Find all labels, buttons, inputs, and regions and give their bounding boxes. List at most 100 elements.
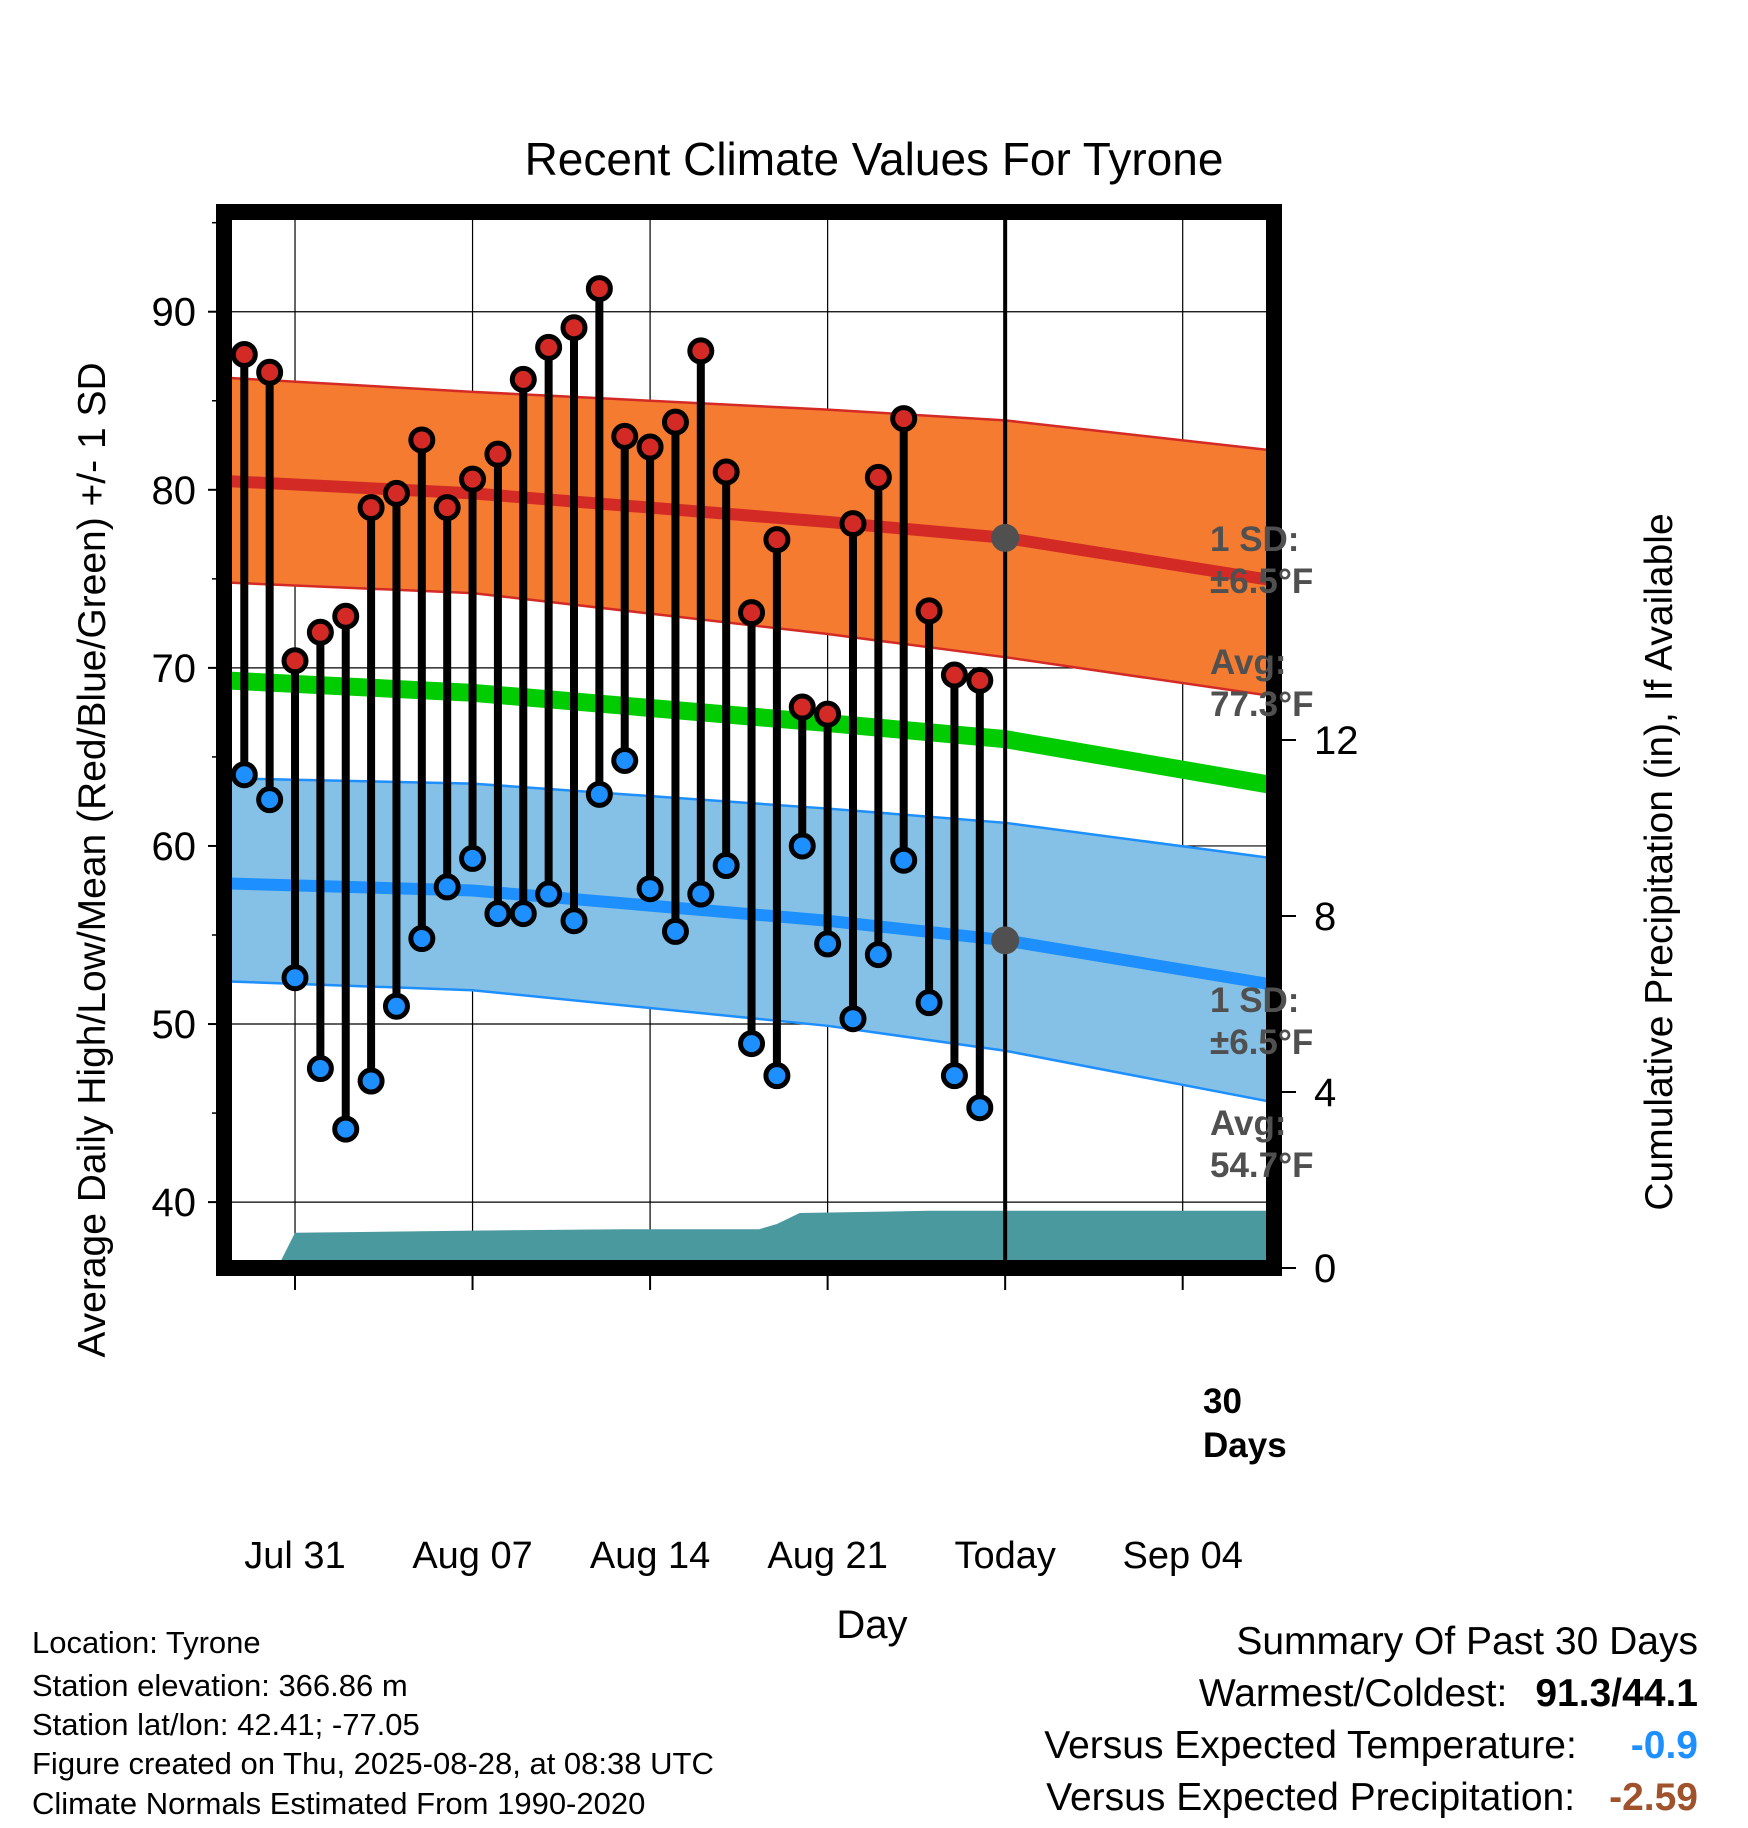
low-band-lower-edge: [230, 980, 1270, 1103]
daily-low-point: [256, 786, 284, 814]
high-band-upper-edge: [230, 376, 1270, 452]
annotations: 1 SD: ±6.5°F Avg: 77.3°F 1 SD: ±6.5°F Av…: [1203, 520, 1314, 1465]
daily-high-point: [940, 661, 968, 689]
daily-low-point: [509, 900, 537, 928]
daily-high-point: [256, 358, 284, 386]
y2-tick-label: 12: [1314, 719, 1359, 763]
summary-warmest-value: 91.3/44.1: [1535, 1672, 1698, 1715]
daily-high-point: [661, 408, 689, 436]
summary-precip: Versus Expected Precipitation: -2.59: [1046, 1776, 1698, 1820]
daily-low-point: [357, 1067, 385, 1095]
daily-low-point: [433, 873, 461, 901]
x-tick-label: Aug 21: [767, 1535, 887, 1577]
y-axis-label: Average Daily High/Low/Mean (Red/Blue/Gr…: [71, 362, 114, 1357]
y-tick-label: 40: [152, 1181, 197, 1225]
today-avg-low-marker: [991, 926, 1020, 955]
daily-low-point: [230, 761, 258, 789]
plot-area: 40 50 60 70 80 90 0 4 8 12 Jul 31 Aug 07 Aug 14 Aug 2…: [152, 204, 1359, 1577]
info-elevation: Station elevation: 366.86 m: [32, 1668, 408, 1703]
daily-low-point: [382, 992, 410, 1020]
x-axis-label: Day: [836, 1603, 907, 1647]
daily-high-point: [509, 365, 537, 393]
low-avg-label: Avg:: [1210, 1104, 1286, 1143]
high-avg-value: 77.3°F: [1210, 685, 1314, 724]
daily-high-point: [459, 465, 487, 493]
y-tick-label: 70: [152, 647, 197, 691]
low-avg-value: 54.7°F: [1210, 1146, 1314, 1185]
daily-high-point: [281, 647, 309, 675]
y2-tick-label: 8: [1314, 895, 1336, 939]
daily-low-point: [408, 925, 436, 953]
daily-low-point: [712, 852, 740, 880]
summary-temp: Versus Expected Temperature: -0.9: [1044, 1724, 1698, 1768]
daily-low-point: [915, 989, 943, 1017]
daily-high-point: [332, 602, 360, 630]
daily-high-point: [915, 597, 943, 625]
x-tick-label: Jul 31: [244, 1535, 345, 1577]
daily-low-point: [585, 780, 613, 808]
info-latlon: Station lat/lon: 42.41; -77.05: [32, 1707, 420, 1742]
high-sd-label: 1 SD:: [1210, 520, 1299, 559]
daily-high-point: [382, 479, 410, 507]
daily-low-point: [864, 941, 892, 969]
plot-frame: [216, 204, 1282, 1276]
daily-high-point: [611, 422, 639, 450]
daily-low-point: [738, 1030, 766, 1058]
x-tick-label: Sep 04: [1122, 1535, 1242, 1577]
daily-high-point: [484, 440, 512, 468]
daily-low-point: [940, 1062, 968, 1090]
summary-warmest: Warmest/Coldest: 91.3/44.1: [1199, 1672, 1698, 1716]
daily-low-point: [459, 844, 487, 872]
low-sd-value: ±6.5°F: [1210, 1023, 1313, 1062]
daily-low-point: [535, 880, 563, 908]
daily-high-point: [712, 458, 740, 486]
today-avg-high-marker: [991, 523, 1020, 552]
daily-low-point: [636, 875, 664, 903]
daily-low-point: [281, 964, 309, 992]
daily-high-point: [230, 340, 258, 368]
daily-low-point: [484, 900, 512, 928]
summary-temp-value: -0.9: [1630, 1724, 1698, 1767]
daily-low-point: [560, 907, 588, 935]
daily-high-point: [306, 618, 334, 646]
summary-title: Summary Of Past 30 Days: [1236, 1620, 1698, 1663]
high-band-lower-edge: [230, 581, 1270, 698]
low-sd-label: 1 SD:: [1210, 981, 1299, 1020]
daily-high-point: [788, 693, 816, 721]
summary-temp-label: Versus Expected Temperature:: [1044, 1724, 1577, 1767]
daily-low-point: [661, 917, 689, 945]
precip-area: [280, 1210, 1270, 1262]
info-created: Figure created on Thu, 2025-08-28, at 08…: [32, 1746, 714, 1781]
x-tick-label: Today: [954, 1535, 1055, 1577]
chart-title: Recent Climate Values For Tyrone: [525, 133, 1224, 185]
y2-tick-label: 4: [1314, 1071, 1336, 1115]
daily-high-point: [687, 337, 715, 365]
daily-low-point: [814, 930, 842, 958]
daily-high-point: [966, 666, 994, 694]
daily-low-point: [306, 1055, 334, 1083]
daily-high-point: [636, 433, 664, 461]
y2-axis-label: Cumulative Precipitation (in), If Availa…: [1638, 513, 1681, 1210]
days-word: Days: [1203, 1426, 1287, 1465]
summary-precip-label: Versus Expected Precipitation:: [1046, 1776, 1576, 1819]
daily-high-point: [839, 510, 867, 538]
days-count: 30: [1203, 1382, 1242, 1421]
x-tick-label: Aug 14: [590, 1535, 710, 1577]
daily-low-point: [687, 880, 715, 908]
y-tick-label: 50: [152, 1003, 197, 1047]
daily-high-point: [890, 405, 918, 433]
daily-high-point: [814, 700, 842, 728]
daily-low-point: [763, 1062, 791, 1090]
daily-low-point: [332, 1115, 360, 1143]
y2-tick-label: 0: [1314, 1247, 1336, 1291]
y-tick-label: 90: [152, 291, 197, 335]
x-tick-label: Aug 07: [412, 1535, 532, 1577]
daily-high-point: [433, 494, 461, 522]
daily-low-point: [966, 1094, 994, 1122]
daily-high-point: [535, 333, 563, 361]
info-normals: Climate Normals Estimated From 1990-2020: [32, 1786, 646, 1821]
daily-high-point: [560, 314, 588, 342]
high-sd-value: ±6.5°F: [1210, 562, 1313, 601]
daily-low-point: [839, 1005, 867, 1033]
